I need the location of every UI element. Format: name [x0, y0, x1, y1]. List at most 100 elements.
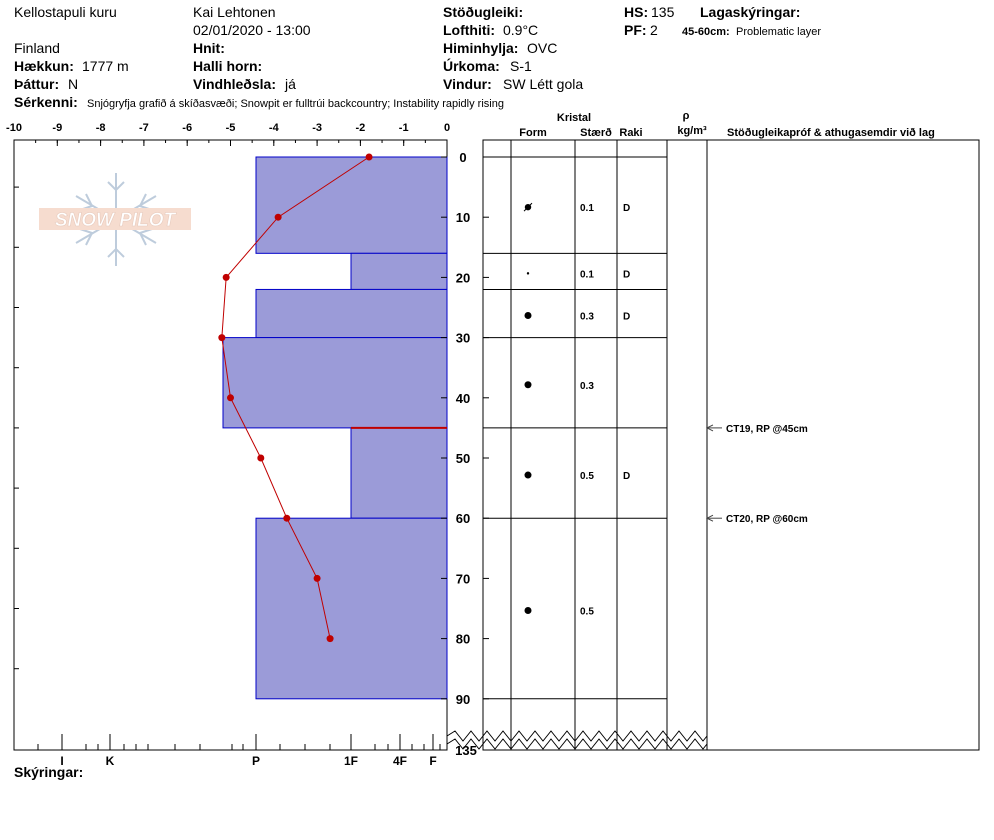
depth-tick-label: 10: [456, 210, 470, 225]
tests-header: Stöðugleikapróf & athugasemdir við lag: [727, 127, 935, 139]
layer-bar-1: [350, 252, 448, 290]
layer-notes-label: Lagaskýringar:: [700, 4, 800, 20]
table-headers: Kristal Form Stærð Raki ρ kg/m³ Stöðugle…: [519, 110, 935, 139]
sky-value: OVC: [527, 40, 557, 56]
layer-note-text: Problematic layer: [736, 26, 821, 38]
temp-tick-label: -5: [226, 122, 236, 134]
temp-tick-label: -7: [139, 122, 149, 134]
temperature-point-7: [313, 574, 321, 582]
temperature-point-0: [365, 153, 373, 161]
temp-tick-label: -1: [399, 122, 409, 134]
depth-tick-label: 70: [456, 571, 470, 586]
aspect-value: N: [68, 76, 78, 92]
layer-bar-0: [255, 156, 448, 254]
depth-tick-label: 50: [456, 451, 470, 466]
temperature-point-8: [326, 635, 334, 643]
layer-bar-5: [255, 517, 448, 700]
temperature-point-4: [227, 394, 234, 402]
moisture-1: D: [623, 269, 630, 280]
air-temp-label: Lofthiti:: [443, 22, 495, 38]
hardness-tick-label: I: [60, 754, 63, 768]
precip-value: S-1: [510, 58, 532, 74]
depth-tick-label: 40: [456, 391, 470, 406]
moisture-0: D: [623, 203, 630, 214]
moisture-header: Raki: [619, 127, 642, 139]
axis-break-upper: [446, 730, 708, 742]
rounded-grain-icon: [524, 312, 532, 320]
hardness-tick-label: 4F: [393, 754, 407, 768]
logo-text: SNOW PILOT: [55, 210, 177, 231]
notes-label: Skýringar:: [14, 764, 83, 780]
wind-value: SW Létt gola: [503, 76, 583, 92]
layer-bar-3: [222, 337, 448, 429]
moisture-4: D: [623, 471, 630, 482]
layer-note-depth: 45-60cm:: [682, 26, 730, 38]
rounded-grain-icon: [524, 381, 532, 389]
sky-label: Himinhylja:: [443, 40, 518, 56]
elevation-value: 1777 m: [82, 58, 129, 74]
grain-size-0: 0.1: [580, 203, 594, 214]
grain-size-3: 0.3: [580, 381, 594, 392]
datetime: 02/01/2020 - 13:00: [193, 22, 311, 38]
moisture-2: D: [623, 312, 630, 323]
test-label-0: CT19, RP @45cm: [726, 424, 808, 435]
temperature-point-6: [283, 514, 291, 522]
temp-tick-label: -6: [182, 122, 192, 134]
hardness-tick-label: 1F: [344, 754, 358, 768]
size-header: Stærð: [580, 127, 612, 139]
rho-header: ρ: [683, 110, 690, 122]
graupel-icon-stroke: [523, 202, 533, 212]
pf-value: 2: [650, 22, 658, 38]
location: Kellostapuli kuru: [14, 4, 117, 20]
depth-tick-label: 0: [459, 150, 466, 165]
hardness-tick-label: K: [106, 754, 115, 768]
logo-band: [39, 208, 191, 230]
temp-tick-label: -3: [312, 122, 322, 134]
temp-tick-label: 0: [444, 122, 450, 134]
country: Finland: [14, 40, 60, 56]
slope-label: Halli horn:: [193, 58, 262, 74]
form-header: Form: [519, 127, 547, 139]
grain-size-1: 0.1: [580, 269, 594, 280]
rounded-grain-icon: [524, 607, 532, 614]
temp-tick-label: -2: [356, 122, 366, 134]
temp-tick-label: -10: [6, 122, 22, 134]
stability-label: Stöðugleiki:: [443, 4, 523, 20]
snowpilot-logo: SNOW PILOT: [39, 173, 191, 266]
depth-tick-label: 30: [456, 331, 470, 346]
temperature-point-5: [257, 454, 265, 462]
layer-bar-4: [350, 427, 448, 519]
axis-break-lower: [446, 738, 708, 750]
test-label-1: CT20, RP @60cm: [726, 514, 808, 525]
hs-label: HS:: [624, 4, 648, 20]
depth-tick-label: 60: [456, 511, 470, 526]
test-arrow-head: [705, 514, 714, 522]
coords-label: Hnit:: [193, 40, 225, 56]
temperature-point-3: [218, 334, 226, 342]
rounded-grain-icon: [524, 471, 532, 479]
depth-tick-label: 90: [456, 692, 470, 707]
pf-label: PF:: [624, 22, 647, 38]
precip-label: Úrkoma:: [443, 57, 500, 74]
wind-loading-label: Vindhleðsla:: [193, 76, 276, 92]
crystal-header: Kristal: [557, 112, 591, 124]
depth-tick-label: 20: [456, 270, 470, 285]
depth-tick-label: 80: [456, 632, 470, 647]
temperature-point-1: [274, 213, 282, 221]
layer-bar-2: [255, 288, 448, 339]
density-unit-header: kg/m³: [677, 125, 707, 137]
hs-value: 135: [651, 4, 675, 20]
grain-size-2: 0.3: [580, 312, 594, 323]
hardness-tick-label: P: [252, 754, 260, 768]
temperature-point-2: [222, 273, 230, 281]
features-label: Sérkenni:: [14, 94, 78, 110]
temp-tick-label: -8: [96, 122, 106, 134]
temp-tick-label: -4: [269, 122, 280, 134]
grain-size-4: 0.5: [580, 471, 594, 482]
temp-tick-label: -9: [52, 122, 62, 134]
wind-label: Vindur:: [443, 76, 492, 92]
small-dot-icon: [526, 272, 530, 275]
layer-table-frame: [482, 139, 980, 751]
hardness-tick-label: F: [429, 754, 436, 768]
